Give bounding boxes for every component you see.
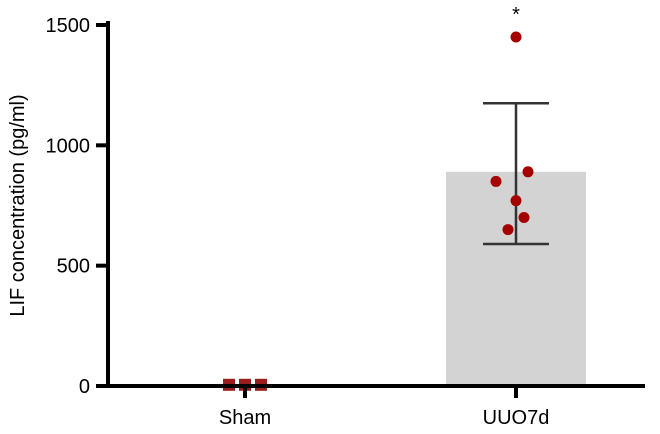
axes-layer	[96, 21, 645, 398]
labels-layer: 0 500 1000 1500 Sham UUO7d * LIF concentration …	[7, 4, 549, 429]
data-point-uuo7d	[502, 224, 514, 236]
bars-layer	[175, 171, 586, 386]
data-point-uuo7d	[510, 31, 522, 43]
data-point-uuo7d	[522, 166, 534, 178]
data-point-uuo7d	[510, 195, 522, 207]
y-tick-label: 1000	[46, 135, 91, 157]
x-tick-label: UUO7d	[483, 407, 550, 429]
x-tick-label: Sham	[219, 407, 271, 429]
significance-marker: *	[512, 4, 520, 26]
y-axis-title: LIF concentration (pg/ml)	[7, 94, 29, 316]
error-bar-uuo7d	[483, 101, 549, 246]
data-point-uuo7d	[518, 212, 530, 224]
data-point-uuo7d	[490, 175, 502, 187]
error-bars-layer	[483, 101, 549, 246]
y-tick-label: 500	[57, 256, 90, 278]
y-tick-label: 0	[79, 376, 90, 398]
y-tick-label: 1500	[46, 15, 91, 37]
